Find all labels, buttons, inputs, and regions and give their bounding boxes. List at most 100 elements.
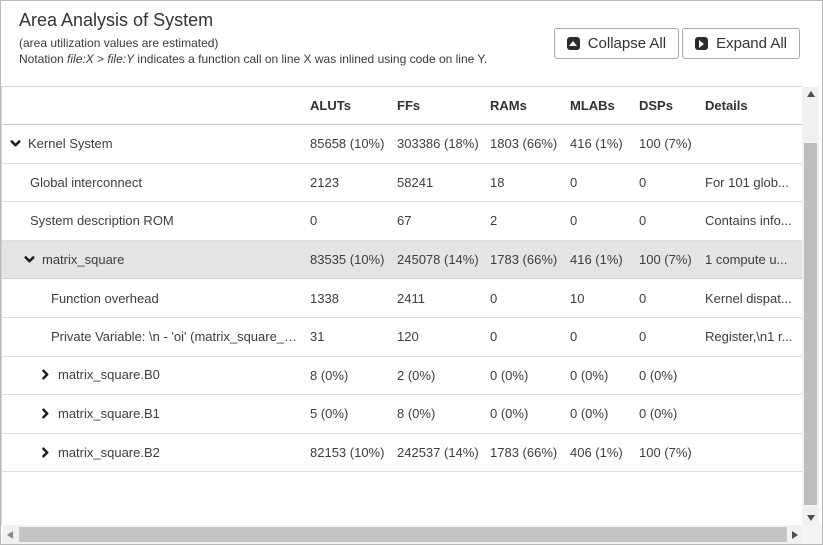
collapse-all-label: Collapse All (587, 35, 667, 52)
table-row[interactable]: Kernel System 85658 (10%) 303386 (18%) 1803… (2, 125, 802, 164)
cell-value: Register,\n1 r... (705, 329, 793, 345)
cell-value: Contains info... (705, 213, 792, 229)
cell-value: 0 (0%) (570, 406, 609, 422)
chevron-right-icon[interactable] (40, 407, 51, 422)
cell-value: 2 (0%) (397, 367, 436, 383)
table-row[interactable]: Function overhead 1338 2411 0 10 0 Kernel disp… (2, 279, 802, 318)
report-header: Area Analysis of System (area utilizatio… (1, 1, 822, 86)
cell-value: 1338 (310, 290, 339, 306)
chevron-down-icon[interactable] (10, 137, 21, 152)
scroll-right-arrow-icon[interactable] (787, 525, 802, 544)
cell-value: 100 (7%) (639, 445, 692, 461)
horizontal-scrollbar-thumb[interactable] (19, 527, 787, 542)
table-row[interactable]: matrix_square.B0 8 (0%) 2 (0%) 0 (0%) 0 (0%)… (2, 357, 802, 396)
row-label: Private Variable: \n - 'oi' (matrix_squa… (51, 329, 302, 345)
cell-value: 0 (0%) (490, 406, 529, 422)
row-label: matrix_square.B1 (58, 405, 160, 421)
table-row[interactable]: Global interconnect 2123 58241 18 0 0 For 101 … (2, 164, 802, 203)
scroll-down-arrow-icon[interactable] (802, 511, 819, 525)
cell-value: 0 (570, 329, 578, 345)
row-name: matrix_square (2, 252, 302, 268)
row-name: Function overhead (2, 291, 302, 306)
header-buttons: Collapse All Expand All (553, 28, 800, 59)
cell-value: 1 compute u... (705, 252, 788, 268)
notation-file-y: file:Y (107, 52, 135, 66)
table-header: ALUTs FFs RAMs MLABs DSPs Details (2, 87, 802, 125)
cell-value: 1783 (66%) (490, 252, 558, 268)
row-name: matrix_square.B2 (2, 445, 302, 461)
expand-all-label: Expand All (716, 35, 787, 52)
vertical-scrollbar[interactable] (802, 87, 819, 525)
cell-value: 0 (0%) (639, 367, 678, 383)
cell-value: 0 (639, 174, 647, 190)
cell-value: 0 (639, 290, 647, 306)
notation-file-x: file:X (67, 52, 94, 66)
cell-value: 242537 (14%) (397, 445, 479, 461)
horizontal-scrollbar[interactable] (2, 525, 802, 544)
row-name: matrix_square.B1 (2, 406, 302, 422)
table-row[interactable]: Private Variable: \n - 'oi' (matrix_squa… (2, 318, 802, 357)
cell-value: 100 (7%) (639, 252, 692, 268)
cell-value: 85658 (10%) (310, 136, 385, 152)
column-header-mlabs: MLABs (570, 98, 615, 113)
cell-value: 58241 (397, 174, 434, 190)
row-label: System description ROM (30, 213, 174, 229)
cell-value: 416 (1%) (570, 136, 623, 152)
chevron-down-icon[interactable] (24, 253, 35, 268)
cell-value: 10 (570, 290, 585, 306)
cell-value: 2123 (310, 174, 339, 190)
cell-value: 0 (639, 213, 647, 229)
column-header-rams: RAMs (490, 98, 527, 113)
cell-value: 8 (0%) (310, 367, 349, 383)
notation-suffix: indicates a function call on line X was … (134, 52, 488, 66)
column-header-ffs: FFs (397, 98, 421, 113)
cell-value: 2411 (397, 290, 425, 306)
row-name: System description ROM (2, 213, 302, 228)
expand-all-button[interactable]: Expand All (682, 28, 800, 59)
chevron-right-icon[interactable] (40, 368, 51, 383)
notation-sep: > (93, 52, 108, 66)
table-row[interactable]: matrix_square.B2 82153 (10%) 242537 (14%) 1… (2, 434, 802, 473)
expand-all-icon (695, 37, 709, 50)
column-header-aluts: ALUTs (310, 98, 351, 113)
cell-value: Kernel dispat... (705, 290, 792, 306)
cell-value: 303386 (18%) (397, 136, 479, 152)
cell-value: For 101 glob... (705, 174, 789, 190)
column-header-dsps: DSPs (639, 98, 673, 113)
row-name: Global interconnect (2, 175, 302, 190)
table-row[interactable]: System description ROM 0 67 2 0 0 Contains inf… (2, 202, 802, 241)
table-row[interactable]: matrix_square 83535 (10%) 245078 (14%) 1783… (2, 240, 802, 280)
cell-value: 0 (0%) (570, 367, 609, 383)
scrollbar-corner (802, 525, 822, 544)
cell-value: 0 (0%) (490, 367, 529, 383)
area-table: ALUTs FFs RAMs MLABs DSPs Details Kernel… (1, 86, 802, 525)
chevron-right-icon[interactable] (40, 446, 51, 461)
notation-line: Notation file:X > file:Y indicates a fun… (19, 52, 487, 66)
table-body: Kernel System 85658 (10%) 303386 (18%) 1803… (2, 125, 802, 473)
row-name: Private Variable: \n - 'oi' (matrix_squa… (2, 329, 302, 344)
cell-value: 0 (639, 329, 647, 345)
cell-value: 82153 (10%) (310, 445, 385, 461)
notation-prefix: Notation (19, 52, 68, 66)
column-header-details: Details (705, 98, 748, 113)
row-label: matrix_square.B2 (58, 444, 160, 460)
cell-value: 0 (570, 213, 578, 229)
table-row[interactable]: matrix_square.B1 5 (0%) 8 (0%) 0 (0%) 0 (0%)… (2, 395, 802, 434)
cell-value: 416 (1%) (570, 252, 623, 268)
cell-value: 83535 (10%) (310, 252, 385, 268)
cell-value: 100 (7%) (639, 136, 692, 152)
subtitle: (area utilization values are estimated) (19, 36, 219, 50)
cell-value: 0 (310, 213, 318, 229)
collapse-all-button[interactable]: Collapse All (553, 28, 680, 59)
vertical-scrollbar-thumb[interactable] (804, 143, 817, 505)
row-label: Global interconnect (30, 174, 143, 190)
row-label: matrix_square.B0 (58, 367, 160, 383)
cell-value: 245078 (14%) (397, 252, 479, 268)
page-title: Area Analysis of System (19, 10, 214, 30)
scroll-up-arrow-icon[interactable] (802, 87, 819, 101)
scroll-left-arrow-icon[interactable] (2, 525, 17, 544)
collapse-all-icon (566, 37, 580, 50)
cell-value: 120 (397, 329, 419, 345)
row-name: matrix_square.B0 (2, 367, 302, 383)
